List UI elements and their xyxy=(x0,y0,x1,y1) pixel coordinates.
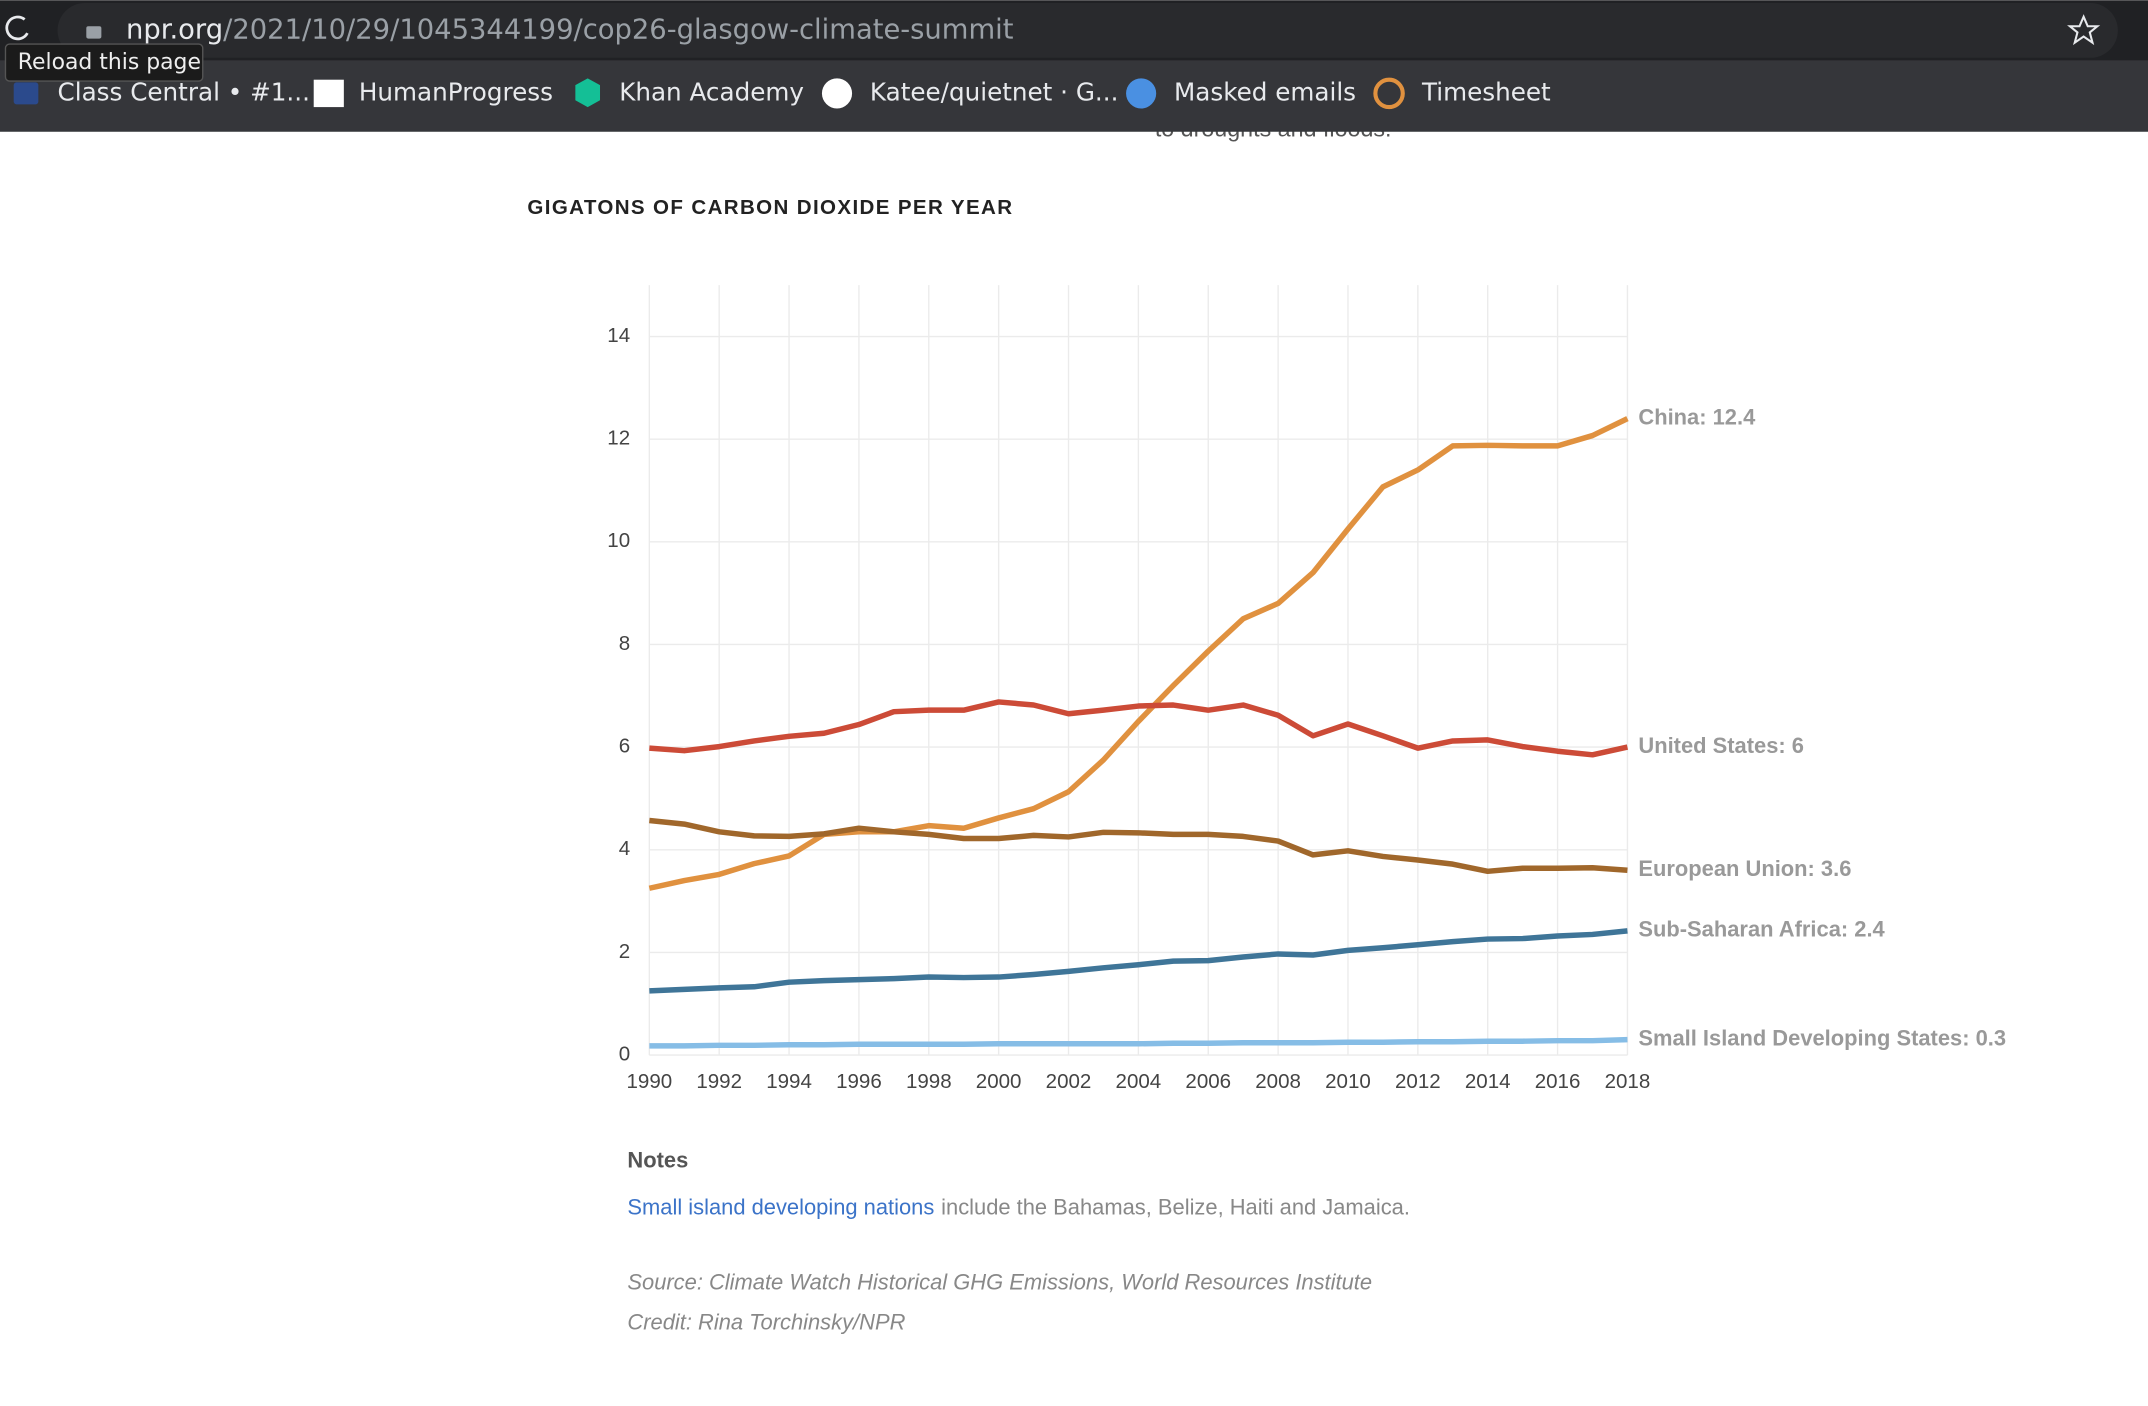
y-tick-label: 2 xyxy=(619,940,630,963)
tooltip-text: Reload this page xyxy=(18,50,201,75)
lock-icon xyxy=(86,26,102,39)
bookmark[interactable]: Masked emails xyxy=(1174,77,1356,106)
url-path: /2021/10/29/1045344199/cop26-glasgow-cli… xyxy=(223,14,1014,45)
end-label: Small Island Developing States: 0.3 xyxy=(1638,1025,2006,1050)
x-tick-label: 2004 xyxy=(1116,1070,1162,1093)
x-tick-label: 2000 xyxy=(976,1070,1022,1093)
tooltip xyxy=(4,43,204,82)
end-label: Sub-Saharan Africa: 2.4 xyxy=(1638,917,1885,942)
notes-text: Small island developing nations include t… xyxy=(627,1194,1410,1219)
y-tick-label: 14 xyxy=(607,324,630,347)
end-label: United States: 6 xyxy=(1638,733,1804,758)
x-tick-label: 2016 xyxy=(1535,1070,1581,1093)
x-tick-label: 2006 xyxy=(1185,1070,1231,1093)
x-tick-label: 1998 xyxy=(906,1070,952,1093)
bookmark-icon xyxy=(1126,78,1157,109)
bookmarks-bar xyxy=(0,60,2148,132)
bookmark[interactable]: Timesheet xyxy=(1421,77,1551,106)
url-host: npr.org xyxy=(126,14,223,45)
y-tick-label: 8 xyxy=(619,632,630,655)
y-tick-label: 12 xyxy=(607,427,630,450)
bookmark-star[interactable] xyxy=(2067,14,2101,46)
x-tick-label: 2008 xyxy=(1255,1070,1301,1093)
x-tick-label: 2002 xyxy=(1046,1070,1092,1093)
x-tick-label: 2018 xyxy=(1605,1070,1651,1093)
bookmark[interactable]: HumanProgress xyxy=(359,77,553,106)
x-tick-label: 1994 xyxy=(766,1070,812,1093)
address-bar[interactable] xyxy=(57,2,2118,58)
y-tick-label: 6 xyxy=(619,735,630,758)
bookmark-icon xyxy=(575,78,601,108)
source: Source: Climate Watch Historical GHG Emi… xyxy=(627,1270,1372,1295)
reload-button[interactable] xyxy=(5,15,29,41)
notes-heading: Notes xyxy=(627,1148,688,1173)
x-tick-label: 2010 xyxy=(1325,1070,1371,1093)
end-label: China: 12.4 xyxy=(1638,404,1756,429)
end-label: European Union: 3.6 xyxy=(1638,856,1851,881)
bookmark[interactable]: Khan Academy xyxy=(619,77,804,106)
notes-body: include the Bahamas, Belize, Haiti and J… xyxy=(941,1194,1410,1219)
chart-title: GIGATONS OF CARBON DIOXIDE PER YEAR xyxy=(527,196,1013,219)
notes-link[interactable]: Small island developing nations xyxy=(627,1194,934,1219)
line xyxy=(649,699,1629,758)
credit: Credit: Rina Torchinsky/NPR xyxy=(627,1309,905,1334)
y-tick-label: 0 xyxy=(619,1042,630,1065)
line xyxy=(648,416,1629,891)
url[interactable]: npr.org/2021/10/29/1045344199/cop26-glas… xyxy=(126,14,1014,45)
x-tick-label: 1990 xyxy=(626,1070,672,1093)
line xyxy=(649,817,1628,875)
y-tick-label: 10 xyxy=(607,529,630,552)
y-tick-label: 4 xyxy=(619,837,630,860)
bookmark-icon xyxy=(1373,77,1405,110)
bookmark[interactable]: Katee/quietnet · G... xyxy=(870,77,1119,106)
line xyxy=(649,928,1628,994)
line xyxy=(649,1036,1628,1049)
bookmark-icon xyxy=(821,78,853,109)
x-tick-label: 2012 xyxy=(1395,1070,1441,1093)
x-tick-label: 1992 xyxy=(696,1070,742,1093)
x-tick-label: 1996 xyxy=(836,1070,882,1093)
bookmark-icon xyxy=(313,79,344,108)
bookmark-icon xyxy=(13,82,39,105)
bookmark[interactable]: Class Central • #1... xyxy=(58,77,310,106)
x-tick-label: 2014 xyxy=(1465,1070,1511,1093)
